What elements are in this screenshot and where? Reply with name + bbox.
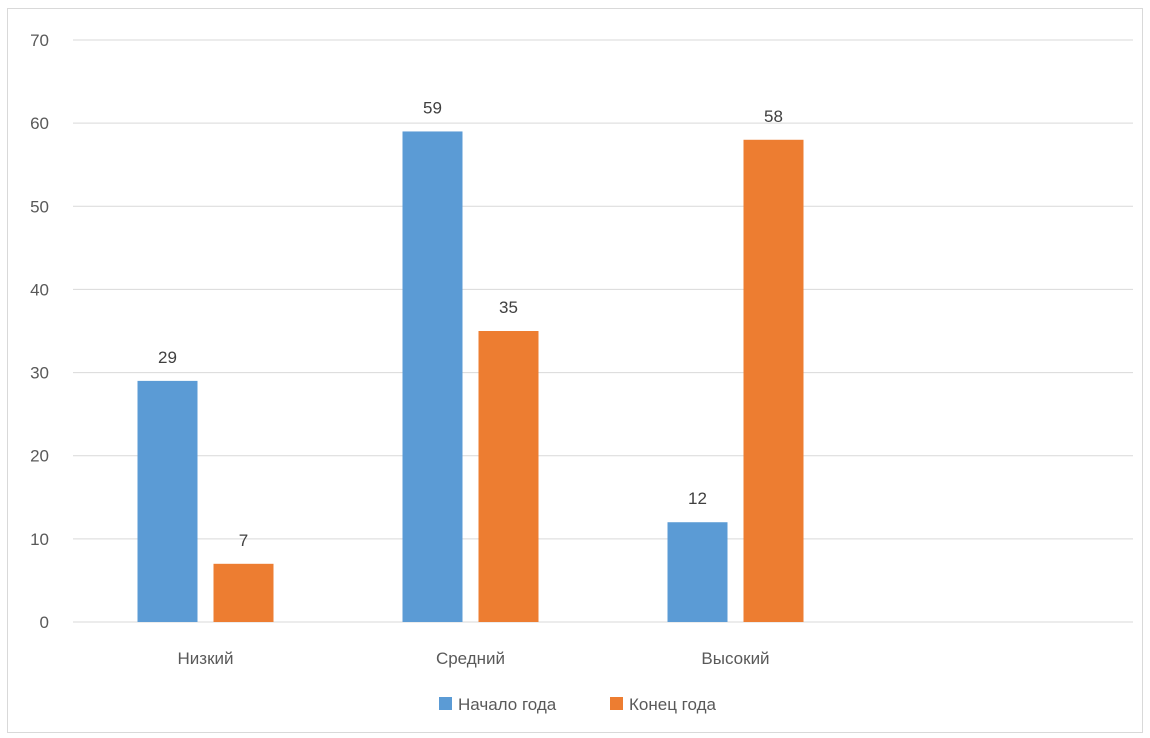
y-tick-label: 50 [30,197,49,216]
grid-lines [73,39,1133,623]
y-tick-label: 30 [30,364,49,383]
y-tick-label: 0 [40,613,49,632]
category-label: Высокий [701,649,769,668]
bar [137,380,198,622]
bar [743,139,804,622]
bar [667,522,728,622]
y-tick-label: 20 [30,447,49,466]
bar [478,331,539,622]
data-label: 58 [764,107,783,126]
legend-label: Конец года [629,695,716,714]
bars [137,131,804,622]
category-labels: Низкий Средний Высокий [178,649,770,668]
y-tick-label: 40 [30,280,49,299]
y-tick-label: 10 [30,530,49,549]
legend-swatch [610,697,623,710]
data-label: 35 [499,298,518,317]
legend: Начало года Конец года [439,695,716,714]
legend-label: Начало года [458,695,557,714]
data-labels: 29 7 59 35 12 58 [158,98,783,549]
y-tick-label: 60 [30,114,49,133]
data-label: 12 [688,489,707,508]
y-axis-ticks: 0 10 20 30 40 50 60 70 [30,31,49,632]
bar [402,131,463,622]
legend-swatch [439,697,452,710]
data-label: 29 [158,348,177,367]
bar [213,563,274,622]
category-label: Средний [436,649,505,668]
data-label: 7 [239,531,248,550]
category-label: Низкий [178,649,234,668]
y-tick-label: 70 [30,31,49,50]
data-label: 59 [423,98,442,117]
